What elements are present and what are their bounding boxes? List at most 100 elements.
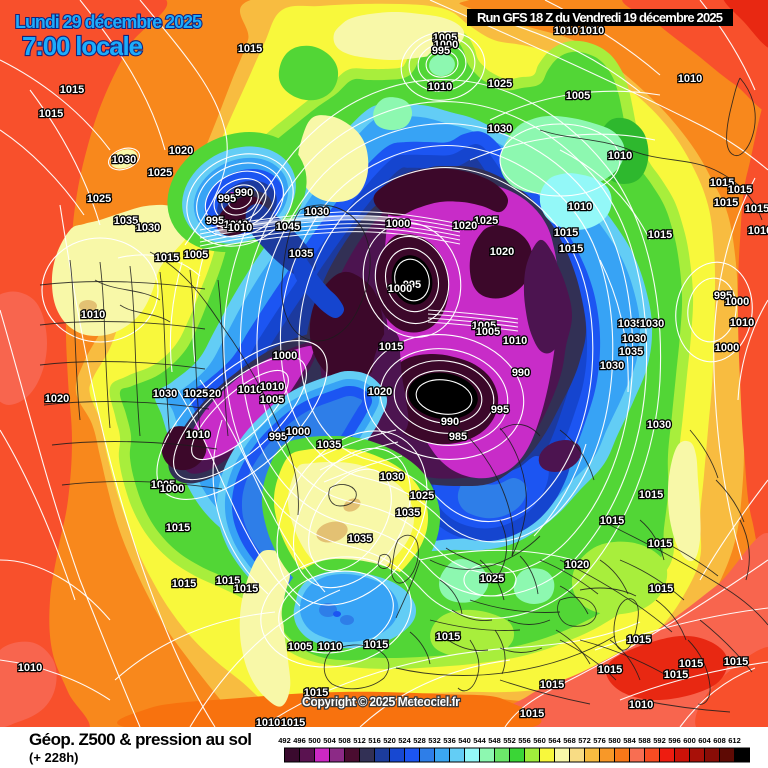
svg-text:1000: 1000	[386, 218, 410, 230]
svg-text:995: 995	[403, 279, 421, 291]
svg-text:1035: 1035	[619, 346, 643, 358]
svg-text:1015: 1015	[710, 177, 734, 189]
svg-text:1015: 1015	[745, 203, 768, 215]
svg-text:Copyright © 2025 Meteociel.fr: Copyright © 2025 Meteociel.fr	[302, 695, 460, 709]
svg-text:1005: 1005	[288, 641, 312, 653]
svg-text:520: 520	[383, 736, 396, 745]
svg-text:1015: 1015	[166, 522, 190, 534]
svg-text:1015: 1015	[664, 669, 688, 681]
svg-text:552: 552	[503, 736, 516, 745]
svg-text:1015: 1015	[155, 252, 179, 264]
svg-text:1030: 1030	[112, 154, 136, 166]
svg-text:1020: 1020	[453, 220, 477, 232]
svg-text:1025: 1025	[410, 490, 434, 502]
svg-text:496: 496	[293, 736, 306, 745]
svg-text:995: 995	[269, 431, 287, 443]
svg-text:1015: 1015	[540, 679, 564, 691]
svg-text:1005: 1005	[433, 32, 457, 44]
svg-text:1015: 1015	[39, 108, 63, 120]
svg-text:1030: 1030	[153, 388, 177, 400]
svg-text:1015: 1015	[598, 664, 622, 676]
svg-text:1000: 1000	[273, 350, 297, 362]
svg-text:1010: 1010	[18, 662, 42, 674]
svg-text:1025: 1025	[488, 78, 512, 90]
svg-text:1010: 1010	[748, 225, 768, 237]
svg-text:596: 596	[668, 736, 681, 745]
svg-text:568: 568	[563, 736, 576, 745]
svg-text:1010: 1010	[608, 150, 632, 162]
svg-text:608: 608	[713, 736, 726, 745]
svg-text:1015: 1015	[627, 634, 651, 646]
svg-text:1000: 1000	[286, 426, 310, 438]
svg-text:524: 524	[398, 736, 411, 745]
svg-text:1020: 1020	[45, 393, 69, 405]
svg-text:1030: 1030	[622, 333, 646, 345]
svg-text:995: 995	[218, 193, 236, 205]
svg-text:1005: 1005	[151, 479, 175, 491]
svg-text:536: 536	[443, 736, 456, 745]
svg-text:1010: 1010	[238, 384, 262, 396]
svg-text:1005: 1005	[260, 394, 284, 406]
svg-text:1010: 1010	[678, 73, 702, 85]
svg-text:1000: 1000	[715, 342, 739, 354]
svg-text:1010: 1010	[186, 429, 210, 441]
svg-text:1015: 1015	[238, 43, 262, 55]
svg-text:1015: 1015	[172, 578, 196, 590]
svg-text:1005: 1005	[472, 320, 496, 332]
svg-text:1005: 1005	[184, 249, 208, 261]
svg-text:1010: 1010	[629, 699, 653, 711]
svg-text:1045: 1045	[276, 221, 300, 233]
svg-text:1015: 1015	[234, 583, 258, 595]
svg-text:1015: 1015	[281, 717, 305, 729]
svg-text:1025: 1025	[87, 193, 111, 205]
svg-text:1010: 1010	[260, 381, 284, 393]
svg-text:1000: 1000	[725, 296, 749, 308]
svg-text:512: 512	[353, 736, 366, 745]
svg-text:1015: 1015	[648, 538, 672, 550]
svg-text:1010: 1010	[428, 81, 452, 93]
svg-text:572: 572	[578, 736, 591, 745]
svg-text:1015: 1015	[216, 575, 240, 587]
svg-text:612: 612	[728, 736, 741, 745]
svg-text:1035: 1035	[317, 439, 341, 451]
svg-text:560: 560	[533, 736, 546, 745]
svg-text:1010: 1010	[81, 309, 105, 321]
svg-text:1000: 1000	[388, 283, 412, 295]
svg-text:1005: 1005	[566, 90, 590, 102]
svg-text:1010: 1010	[554, 25, 578, 37]
svg-text:1015: 1015	[648, 229, 672, 241]
svg-text:985: 985	[449, 431, 467, 443]
svg-text:1010: 1010	[503, 335, 527, 347]
svg-text:1015: 1015	[304, 687, 328, 699]
svg-text:(+ 228h): (+ 228h)	[29, 750, 79, 765]
svg-text:1030: 1030	[305, 206, 329, 218]
svg-text:600: 600	[683, 736, 696, 745]
svg-text:604: 604	[698, 736, 711, 745]
svg-text:20: 20	[209, 388, 221, 400]
svg-text:1015: 1015	[728, 184, 752, 196]
svg-text:1015: 1015	[60, 84, 84, 96]
svg-text:1030: 1030	[136, 222, 160, 234]
svg-text:516: 516	[368, 736, 381, 745]
svg-text:1005: 1005	[476, 326, 500, 338]
svg-text:508: 508	[338, 736, 351, 745]
svg-text:1020: 1020	[490, 246, 514, 258]
svg-text:1015: 1015	[559, 243, 583, 255]
svg-text:1040: 1040	[224, 219, 248, 231]
svg-text:1015: 1015	[600, 515, 624, 527]
svg-text:1030: 1030	[600, 360, 624, 372]
svg-text:1030: 1030	[647, 419, 671, 431]
svg-text:576: 576	[593, 736, 606, 745]
svg-text:1010: 1010	[318, 641, 342, 653]
svg-text:1015: 1015	[639, 489, 663, 501]
svg-text:1000: 1000	[434, 39, 458, 51]
svg-text:1015: 1015	[379, 341, 403, 353]
svg-text:492: 492	[278, 736, 291, 745]
svg-text:540: 540	[458, 736, 471, 745]
svg-text:1015: 1015	[724, 656, 748, 668]
svg-text:1035: 1035	[348, 533, 372, 545]
svg-text:1025: 1025	[480, 573, 504, 585]
svg-text:Run GFS 18 Z du Vendredi 19 dé: Run GFS 18 Z du Vendredi 19 décembre 202…	[477, 10, 723, 25]
svg-text:504: 504	[323, 736, 336, 745]
svg-text:995: 995	[491, 404, 509, 416]
